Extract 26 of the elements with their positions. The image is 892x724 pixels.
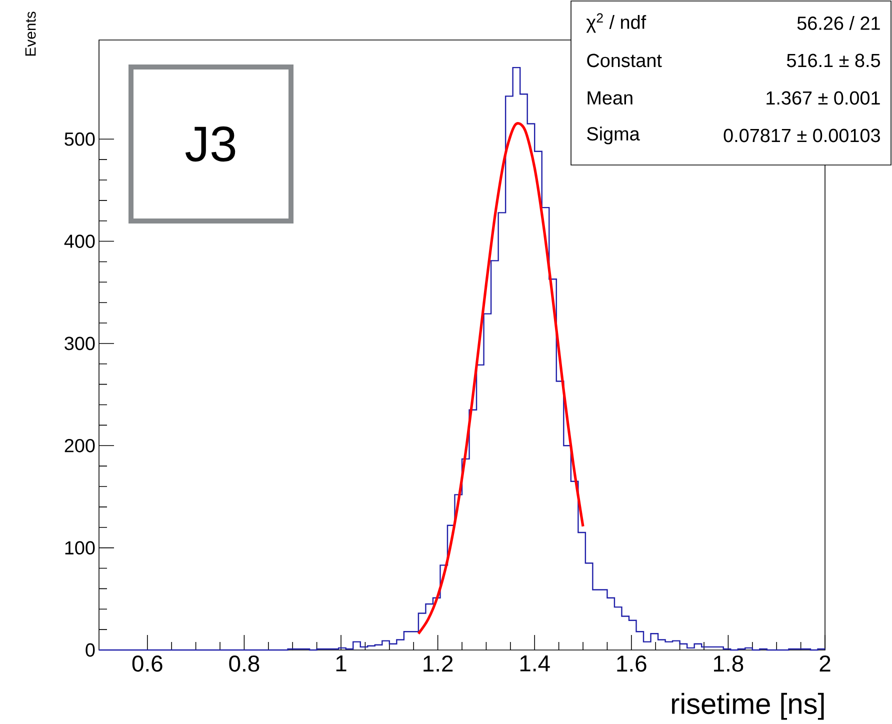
annotation: Constant [587,54,662,68]
y-tick-label: 300 [64,336,95,350]
y-tick-label: 400 [64,234,95,248]
y-tick-label: 0 [86,643,95,657]
text: 56.26 / 21 [797,16,880,30]
text: χ$^{2}$ / ndf [586,13,646,33]
y-tick-label: 100 [65,541,95,555]
x-tick-label: 2 [820,656,830,672]
x-tick-label: 1.4 [520,656,550,672]
y-tick-label: 500 [64,132,95,146]
line-series [417,122,584,635]
annotation: 1.367 ± 0.001 [766,91,880,105]
annotation: J3 [185,126,236,162]
x-tick-label: 1.6 [617,656,646,672]
x-tick-label: 0.6 [132,656,162,672]
annotation: 0.07817 ± 0.00103 [724,128,880,142]
annotation: Sigma [587,126,640,144]
y-axis-title: Events [25,12,36,56]
x-tick-label: 1 [336,656,346,672]
annotation: 516.1 ± 8.5 [786,54,880,68]
y-tick-label: 200 [64,438,95,452]
x-tick-label: 0.8 [229,656,260,672]
x-tick-label: 1.8 [714,656,744,672]
x-tick-label: 1.2 [424,656,453,672]
annotation: Mean [588,91,632,105]
x-axis-title: risetime [ns] [672,692,824,720]
